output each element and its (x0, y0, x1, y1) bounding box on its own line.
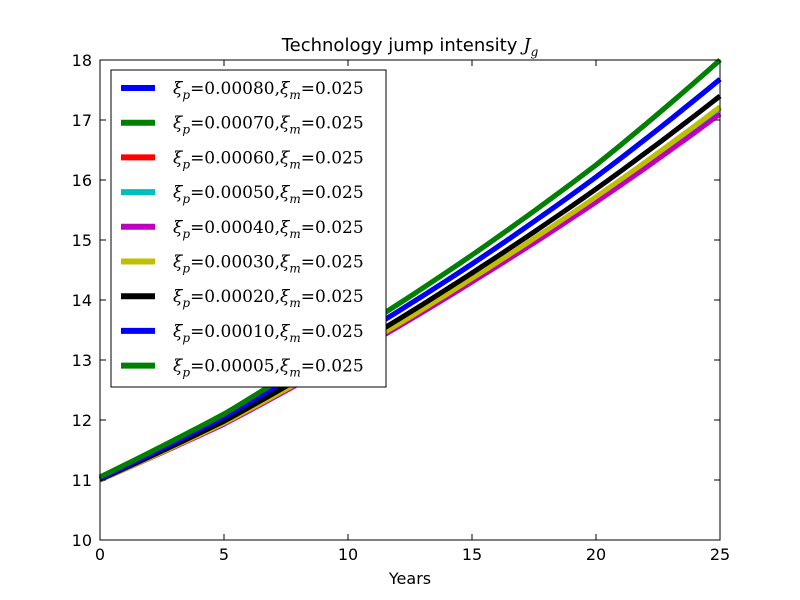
legend-label: ξp=0.00020,ξm=0.025 (173, 287, 364, 310)
legend-label: ξp=0.00040,ξm=0.025 (173, 218, 364, 241)
y-tick-label: 16 (72, 171, 92, 190)
chart-title-subscript: g (531, 45, 539, 59)
axis-ticks: 0 5 10 15 20 25 10 11 12 13 14 15 16 17 18 (72, 51, 731, 564)
plot-area (98, 58, 722, 483)
legend-item-3: ξp=0.00060,ξm=0.025 (121, 148, 364, 171)
legend-item-2: ξp=0.00070,ξm=0.025 (121, 114, 364, 137)
legend-box (110, 69, 387, 388)
y-tick-label: 13 (72, 351, 92, 370)
chart-title-symbol: J (519, 35, 532, 56)
chart-title: Technology jump intensity Jg (281, 35, 539, 59)
series-line-7 (98, 94, 722, 482)
legend-item-4: ξp=0.00050,ξm=0.025 (121, 183, 364, 206)
x-tick-label: 20 (586, 545, 606, 564)
legend-item-7: ξp=0.00020,ξm=0.025 (121, 287, 364, 310)
x-tick-label: 0 (95, 545, 105, 564)
legend-item-6: ξp=0.00030,ξm=0.025 (121, 253, 364, 276)
y-tick-label: 11 (72, 471, 92, 490)
legend-item-8: ξp=0.00010,ξm=0.025 (121, 322, 364, 345)
legend-label: ξp=0.00010,ξm=0.025 (173, 322, 364, 345)
x-tick-label: 10 (338, 545, 358, 564)
legend-label: ξp=0.00070,ξm=0.025 (173, 114, 364, 137)
y-tick-label: 14 (72, 291, 92, 310)
legend: ξp=0.00080,ξm=0.025 ξp=0.00070,ξm=0.025 ξp… (110, 69, 387, 388)
legend-label: ξp=0.00030,ξm=0.025 (173, 253, 364, 276)
y-tick-label: 18 (72, 51, 92, 70)
x-tick-label: 5 (219, 545, 229, 564)
y-tick-label: 17 (72, 111, 92, 130)
x-tick-label: 25 (710, 545, 730, 564)
legend-label: ξp=0.00060,ξm=0.025 (173, 148, 364, 171)
y-tick-label: 15 (72, 231, 92, 250)
x-tick-label: 15 (462, 545, 482, 564)
legend-label: ξp=0.00050,ξm=0.025 (173, 183, 364, 206)
legend-label: ξp=0.00080,ξm=0.025 (173, 79, 364, 102)
legend-item-9: ξp=0.00005,ξm=0.025 (121, 357, 364, 380)
legend-item-5: ξp=0.00040,ξm=0.025 (121, 218, 364, 241)
y-tick-label: 10 (72, 531, 92, 550)
series-line-9 (98, 58, 722, 480)
chart-title-text: Technology jump intensity (281, 35, 518, 56)
y-tick-label: 12 (72, 411, 92, 430)
legend-item-1: ξp=0.00080,ξm=0.025 (121, 79, 364, 102)
legend-label: ξp=0.00005,ξm=0.025 (173, 357, 364, 380)
x-axis-label: Years (388, 569, 431, 588)
